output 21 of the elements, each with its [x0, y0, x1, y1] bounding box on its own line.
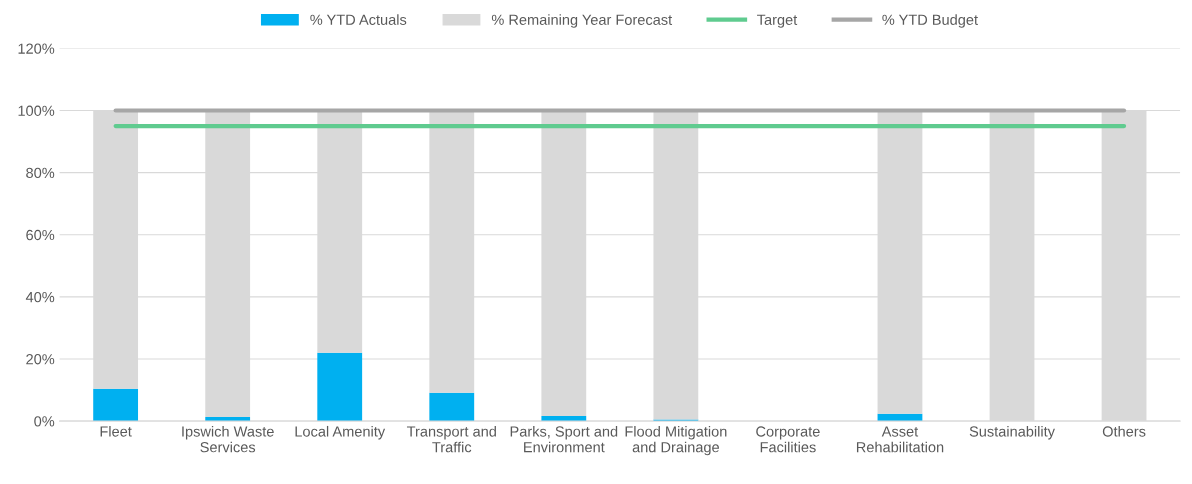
- x-tick-label: Fleet: [100, 425, 132, 437]
- x-tick-label: Asset Rehabilitation: [856, 426, 944, 453]
- y-tick-label: 120%: [18, 43, 55, 54]
- y-tick-label: 40%: [25, 291, 55, 303]
- x-tick-label: Others: [1102, 425, 1146, 437]
- x-tick-label: Parks, Sport and Environment: [510, 425, 618, 453]
- y-tick-label: 0%: [34, 416, 55, 427]
- x-tick-label: Ipswich Waste Services: [182, 425, 274, 453]
- y-tick-label: 20%: [26, 354, 55, 365]
- y-tick-label: 60%: [26, 229, 55, 241]
- x-tick-label: Transport and Traffic: [406, 425, 496, 453]
- legend-label: Target: [757, 14, 798, 28]
- x-tick-label: Flood Mitigation and Drainage: [625, 425, 727, 456]
- legend-label: % Remaining Year Forecast: [491, 14, 673, 28]
- x-tick-label: Sustainability: [969, 425, 1055, 440]
- y-tick-label: 100%: [18, 105, 55, 116]
- x-tick-label: Local Amenity: [295, 425, 386, 440]
- legend-label: % YTD Actuals: [310, 14, 407, 25]
- legend-label: % YTD Budget: [882, 14, 978, 28]
- x-tick-label: Corporate Facilities: [756, 426, 820, 453]
- y-tick-label: 80%: [26, 167, 55, 179]
